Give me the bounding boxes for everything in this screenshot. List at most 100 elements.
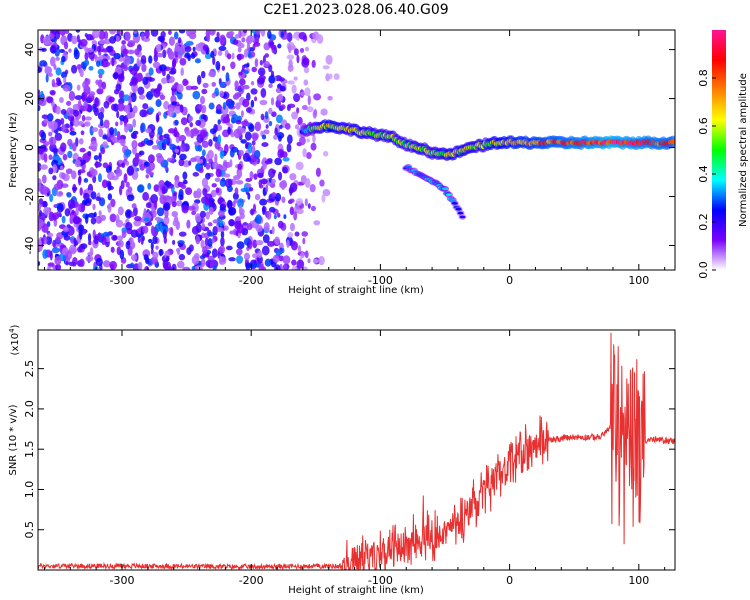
heatmap-cell xyxy=(252,203,257,213)
y-tick-label: 1.0 xyxy=(23,481,36,499)
heatmap-cell xyxy=(236,241,245,250)
heatmap-cell xyxy=(266,210,272,220)
heatmap-cell xyxy=(241,37,246,43)
heatmap-cell xyxy=(87,150,92,157)
heatmap-cell xyxy=(163,216,170,225)
heatmap-cell xyxy=(174,119,179,126)
heatmap-cell xyxy=(200,70,206,79)
heatmap-cell xyxy=(322,188,331,197)
heatmap-cell xyxy=(293,76,298,81)
heatmap-cell xyxy=(132,105,138,114)
heatmap-cell xyxy=(50,101,55,107)
heatmap-cell xyxy=(304,87,311,97)
heatmap-cell xyxy=(38,202,42,212)
heatmap-cell xyxy=(175,220,179,229)
heatmap-cell xyxy=(58,97,64,104)
heatmap-cell xyxy=(190,53,196,59)
heatmap-cell xyxy=(145,174,149,179)
heatmap-cell xyxy=(288,44,292,54)
heatmap-cell xyxy=(260,87,267,98)
heatmap-cell xyxy=(115,35,120,43)
heatmap-cell xyxy=(87,233,92,243)
heatmap-cell xyxy=(111,103,117,111)
heatmap-cell xyxy=(212,161,219,169)
heatmap-cell xyxy=(211,92,216,99)
heatmap-cell xyxy=(49,143,57,153)
heatmap-cell xyxy=(39,60,47,67)
heatmap-cell xyxy=(178,134,187,142)
heatmap-cell xyxy=(48,167,54,175)
heatmap-cell xyxy=(296,208,304,215)
heatmap-cell xyxy=(160,77,168,84)
heatmap-cell xyxy=(124,31,131,42)
heatmap-cell xyxy=(88,65,94,71)
heatmap-cell xyxy=(115,83,122,92)
heatmap-cell xyxy=(184,46,192,53)
x-tick-label: 0 xyxy=(506,274,513,287)
heatmap-cell xyxy=(190,85,199,90)
heatmap-cell xyxy=(137,142,144,148)
heatmap-cell xyxy=(120,180,125,190)
heatmap-cell xyxy=(46,96,54,104)
heatmap-cell xyxy=(246,222,253,231)
heatmap-cell xyxy=(147,107,155,113)
heatmap-cell xyxy=(152,61,161,69)
heatmap-cell xyxy=(114,121,119,127)
heatmap-cell xyxy=(68,90,76,101)
heatmap-cell xyxy=(279,124,283,129)
heatmap-cell xyxy=(177,242,184,248)
heatmap-cell xyxy=(286,54,295,60)
heatmap-cell xyxy=(212,136,219,142)
heatmap-cell xyxy=(273,214,277,220)
heatmap-cell xyxy=(202,188,208,196)
heatmap-cell xyxy=(130,237,134,244)
heatmap-cell xyxy=(255,239,264,246)
heatmap-cell xyxy=(191,210,196,216)
heatmap-cell xyxy=(48,136,57,146)
heatmap-cell xyxy=(307,203,311,209)
heatmap-cell xyxy=(234,187,239,195)
heatmap-cell xyxy=(328,73,333,80)
heatmap-cell xyxy=(208,199,212,207)
heatmap-cell xyxy=(91,40,98,46)
heatmap-cell xyxy=(215,60,221,71)
heatmap-cell xyxy=(112,72,119,79)
heatmap-cell xyxy=(232,200,236,208)
heatmap-cell xyxy=(270,44,277,51)
heatmap-cell xyxy=(200,239,205,249)
heatmap-cell xyxy=(180,67,184,77)
heatmap-cell xyxy=(154,223,161,233)
heatmap-cell xyxy=(302,237,306,245)
heatmap-cell xyxy=(140,55,147,64)
heatmap-cell xyxy=(155,99,162,108)
heatmap-cell xyxy=(223,225,229,231)
heatmap-cell xyxy=(194,199,201,204)
heatmap-cell xyxy=(263,60,271,68)
heatmap-cell xyxy=(251,253,259,259)
heatmap-cell xyxy=(313,108,318,117)
heatmap-cell xyxy=(257,67,266,76)
heatmap-cell xyxy=(125,160,130,166)
heatmap-cell xyxy=(79,147,86,153)
heatmap-cell xyxy=(38,198,44,205)
heatmap-cell xyxy=(132,118,137,128)
heatmap-cell xyxy=(310,205,316,212)
heatmap-cell xyxy=(83,178,89,183)
heatmap-cell xyxy=(166,157,172,163)
heatmap-cell xyxy=(151,206,156,215)
heatmap-cell xyxy=(56,211,61,217)
heatmap-cell xyxy=(48,154,53,161)
heatmap-cell xyxy=(128,95,132,104)
heatmap-cell xyxy=(143,161,150,167)
heatmap-cell xyxy=(260,178,268,185)
heatmap-cell xyxy=(99,118,104,127)
heatmap-cell xyxy=(134,48,140,56)
heatmap-cell xyxy=(235,119,242,125)
heatmap-cell xyxy=(139,109,148,118)
heatmap-cell xyxy=(245,37,250,44)
heatmap-cell xyxy=(62,226,70,233)
heatmap-cell xyxy=(221,65,226,71)
heatmap-cell xyxy=(219,90,225,98)
heatmap-cell xyxy=(259,198,268,206)
heatmap-cell xyxy=(270,97,275,106)
